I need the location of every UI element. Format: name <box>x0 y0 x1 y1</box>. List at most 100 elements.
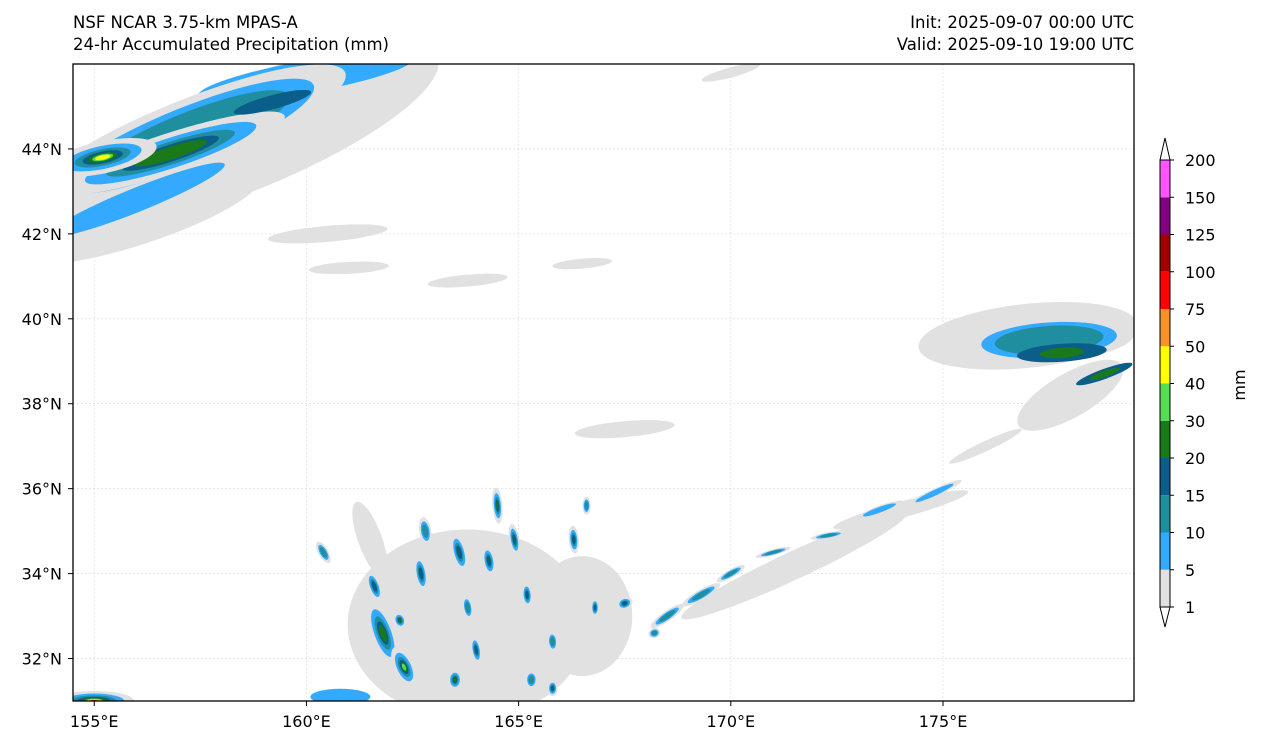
colorbar-tick-label: 150 <box>1185 188 1216 207</box>
precip-contour <box>525 590 529 599</box>
colorbar-swatch <box>1160 309 1170 347</box>
precip-contour <box>95 154 111 161</box>
init-time: Init: 2025-09-07 00:00 UTC <box>910 13 1134 32</box>
precip-contour <box>552 257 613 270</box>
precip-contour <box>73 168 261 266</box>
precip-contour <box>267 224 388 244</box>
precip-contour <box>764 549 782 556</box>
precip-contour <box>622 601 628 606</box>
colorbar-tick-label: 5 <box>1185 561 1195 580</box>
precip-contour <box>659 610 676 623</box>
model-title: NSF NCAR 3.75-km MPAS-A <box>73 13 298 32</box>
precip-contour <box>691 589 711 601</box>
colorbar-tick-label: 75 <box>1185 300 1205 319</box>
precip-contour <box>456 545 463 560</box>
map-title-block: NSF NCAR 3.75-km MPAS-A 24-hr Accumulate… <box>73 12 389 56</box>
precip-contour <box>550 685 555 692</box>
precip-contour <box>427 273 508 288</box>
colorbar-swatch <box>1160 197 1170 235</box>
lon-tick-label: 155°E <box>70 712 119 731</box>
precip-contour <box>453 677 457 683</box>
colorbar-swatch <box>1160 160 1170 198</box>
precip-contour <box>550 636 556 647</box>
longitude-axis: 155°E 160°E 165°E 170°E 175°E <box>70 701 967 731</box>
colorbar-swatch <box>1160 569 1170 607</box>
lon-tick-label: 160°E <box>282 712 331 731</box>
lat-tick-label: 40°N <box>22 310 62 329</box>
precip-contour <box>681 510 908 620</box>
precip-contour <box>1039 347 1084 358</box>
precip-contour <box>512 534 517 546</box>
precip-contour <box>310 688 371 701</box>
precip-contour <box>1089 367 1120 381</box>
field-title: 24-hr Accumulated Precipitation (mm) <box>73 35 389 54</box>
colorbar-unit-label: mm <box>1230 369 1249 400</box>
valid-time: Valid: 2025-09-10 19:00 UTC <box>896 35 1134 54</box>
precip-contour <box>233 89 312 115</box>
precip-contour <box>701 64 760 82</box>
precip-contour <box>532 556 633 677</box>
colorbar-swatch <box>1160 532 1170 570</box>
colorbar-extend-min <box>1159 606 1171 628</box>
precip-contour <box>73 162 225 238</box>
colorbar-extend-max <box>1159 137 1171 161</box>
colorbar-swatch <box>1160 458 1170 496</box>
lon-tick-label: 165°E <box>494 712 543 731</box>
lat-tick-label: 34°N <box>22 565 62 584</box>
lat-tick-label: 32°N <box>22 650 62 669</box>
colorbar-tick-label: 50 <box>1185 337 1205 356</box>
colorbar-tick-label: 125 <box>1185 226 1216 245</box>
colorbar-tick-label: 15 <box>1185 486 1205 505</box>
lon-tick-label: 170°E <box>706 712 755 731</box>
colorbar-tick-label: 100 <box>1185 263 1216 282</box>
colorbar-tick-label: 10 <box>1185 524 1205 543</box>
precip-contour <box>832 490 969 530</box>
colorbar-swatch <box>1160 495 1170 533</box>
latitude-axis: 32°N 34°N 36°N 38°N 40°N 42°N 44°N <box>22 140 73 669</box>
precip-contour <box>378 624 387 642</box>
colorbar-tick-label: 30 <box>1185 412 1205 431</box>
colorbar-tick-label: 200 <box>1185 151 1216 170</box>
colorbar-swatch <box>1160 383 1170 421</box>
precip-contour <box>352 501 388 578</box>
precip-contour <box>474 645 479 655</box>
precip-contour <box>308 261 389 275</box>
precip-contour <box>371 581 378 592</box>
lat-tick-label: 36°N <box>22 480 62 499</box>
precip-contour <box>401 663 407 671</box>
precip-contour <box>134 139 207 167</box>
lat-tick-label: 44°N <box>22 140 62 159</box>
lat-tick-label: 42°N <box>22 225 62 244</box>
precip-contour <box>819 533 838 538</box>
precip-contour <box>398 618 402 623</box>
precip-contour <box>319 547 328 558</box>
precipitation-field <box>73 64 1134 701</box>
precip-contour <box>418 567 424 580</box>
precip-contour <box>651 630 658 636</box>
colorbar-swatch <box>1160 234 1170 272</box>
colorbar-tick-label: 1 <box>1185 598 1195 617</box>
colorbar-swatch <box>1160 271 1170 309</box>
precip-contour <box>915 483 954 503</box>
precip-contour <box>862 503 896 517</box>
colorbar-tick-label: 20 <box>1185 449 1205 468</box>
precip-contour <box>465 601 471 614</box>
colorbar-swatch <box>1160 420 1170 458</box>
precip-contour <box>422 524 429 538</box>
map-frame <box>72 63 1135 702</box>
precip-contour <box>593 604 597 611</box>
precip-contour <box>584 501 589 511</box>
precip-contour <box>723 569 738 578</box>
precip-contour <box>572 534 576 545</box>
precip-contour <box>528 675 535 685</box>
time-info-block: Init: 2025-09-07 00:00 UTC Valid: 2025-0… <box>897 12 1134 56</box>
precip-contour <box>496 501 499 510</box>
colorbar-swatch <box>1160 346 1170 384</box>
colorbar-tick-label: 40 <box>1185 375 1205 394</box>
lat-tick-label: 38°N <box>22 395 62 414</box>
precip-contour <box>486 555 492 566</box>
precip-contour <box>949 428 1022 464</box>
precip-contour <box>574 420 675 439</box>
